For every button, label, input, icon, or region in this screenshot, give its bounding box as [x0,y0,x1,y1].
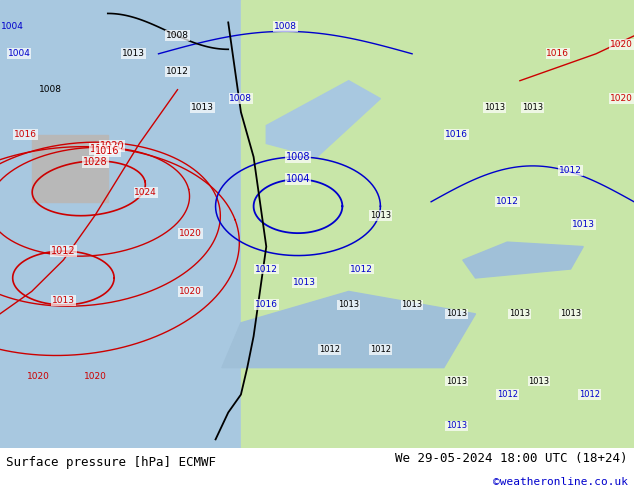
Text: 1008: 1008 [286,152,310,162]
Text: 1016: 1016 [95,147,120,156]
Text: 1012: 1012 [255,265,278,273]
Polygon shape [266,81,380,157]
Text: 1012: 1012 [496,197,519,206]
Text: 1020: 1020 [84,372,107,381]
Text: 1028: 1028 [83,157,108,167]
Text: 1020: 1020 [27,372,49,381]
Text: 1013: 1013 [446,309,467,318]
Text: ©weatheronline.co.uk: ©weatheronline.co.uk [493,477,628,487]
Text: 1004: 1004 [1,23,24,31]
Bar [241,0,634,448]
Polygon shape [463,242,583,278]
Text: 1013: 1013 [522,103,543,112]
Text: 1020: 1020 [610,94,633,103]
Text: Surface pressure [hPa] ECMWF: Surface pressure [hPa] ECMWF [6,456,216,469]
Text: 1016: 1016 [445,130,468,139]
Text: 1012: 1012 [559,166,582,175]
Text: 1008: 1008 [39,85,62,94]
Text: 1004: 1004 [286,174,310,184]
Bar [0,0,241,448]
Text: 1013: 1013 [293,278,316,287]
Text: 1013: 1013 [484,103,505,112]
Text: 1020: 1020 [179,287,202,296]
Text: 1012: 1012 [350,265,373,273]
Text: 1012: 1012 [579,390,600,399]
Text: 1008: 1008 [166,31,189,40]
Text: 1013: 1013 [446,377,467,386]
Text: 1013: 1013 [446,421,467,430]
Text: 1013: 1013 [401,300,423,309]
Text: 1004: 1004 [8,49,30,58]
Text: 1020: 1020 [610,40,633,49]
Text: 1012: 1012 [51,246,75,256]
Text: 1024: 1024 [89,144,114,154]
Text: 1016: 1016 [14,130,37,139]
Text: 1013: 1013 [338,300,359,309]
Text: 1013: 1013 [560,309,581,318]
Text: 1012: 1012 [370,345,391,354]
Text: 1013: 1013 [122,49,145,58]
Text: 1012: 1012 [319,345,340,354]
Text: 1012: 1012 [496,390,518,399]
Text: 1012: 1012 [166,67,189,76]
Text: We 29-05-2024 18:00 UTC (18+24): We 29-05-2024 18:00 UTC (18+24) [395,452,628,466]
Text: 1016: 1016 [547,49,569,58]
Text: 1016: 1016 [255,300,278,309]
Text: 1013: 1013 [572,220,595,229]
Bar [32,134,108,202]
Text: 1024: 1024 [134,188,157,197]
Text: 1020: 1020 [100,141,124,151]
Polygon shape [222,292,476,368]
Text: 1013: 1013 [370,211,391,220]
Text: 1013: 1013 [52,296,75,305]
Text: 1013: 1013 [509,309,531,318]
Text: 1008: 1008 [230,94,252,103]
Text: 1013: 1013 [191,103,214,112]
Text: 1020: 1020 [179,229,202,238]
Text: 1008: 1008 [274,23,297,31]
Text: 1013: 1013 [528,377,550,386]
